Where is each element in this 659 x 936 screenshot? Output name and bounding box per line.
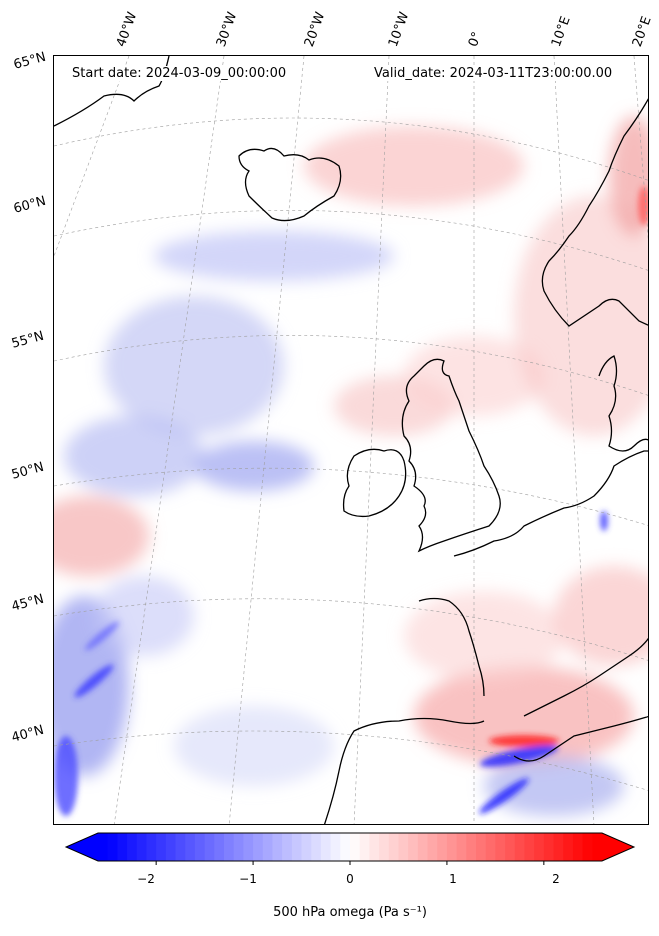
colorbar-bin (369, 833, 380, 861)
colorbar-caption: 500 hPa omega (Pa s⁻¹) (273, 905, 427, 920)
britain-coast (401, 358, 501, 553)
colorbar-bin (359, 833, 370, 861)
lon-label-20e: 20°E (629, 14, 655, 50)
colorbar-bin (340, 833, 351, 861)
lon-label-20w: 20°W (301, 10, 329, 49)
colorbar-bin (146, 833, 157, 861)
colorbar-tick-label-1: 1 (449, 872, 457, 886)
lon-label-40w: 40°W (113, 10, 141, 49)
colorbar-bin (107, 833, 118, 861)
colorbar-bin (136, 833, 147, 861)
iberia-coast (323, 717, 485, 824)
colorbar-bin (301, 833, 312, 861)
lat-label-40: 40°N (10, 722, 46, 746)
italy-coast (523, 637, 648, 717)
colorbar-tick-label-neg1: −1 (239, 872, 257, 886)
omega-field-map (54, 56, 648, 824)
denmark-coast (598, 355, 648, 452)
colorbar-bin (194, 833, 206, 861)
colorbar-bin (291, 833, 303, 861)
colorbar-bin (543, 833, 555, 861)
colorbar-bin (156, 833, 167, 861)
colorbar-ticks (155, 861, 545, 865)
colorbar-bin (553, 833, 564, 861)
colorbar-bin (127, 833, 138, 861)
colorbar-bin (466, 833, 477, 861)
map-panel (53, 55, 649, 825)
iceland-coast (238, 147, 342, 222)
colorbar-bin (417, 833, 429, 861)
lat-label-60: 60°N (12, 193, 48, 217)
norway-coast (541, 98, 648, 327)
colorbar-bin (456, 833, 467, 861)
colorbar-bin (98, 833, 109, 861)
colorbar-bin (534, 833, 545, 861)
colorbar-bin (282, 833, 293, 861)
colorbar-bin (582, 833, 593, 861)
colorbar-bin (117, 833, 128, 861)
colorbar-bin (330, 833, 341, 861)
colorbar-bin (185, 833, 196, 861)
colorbar-bin (243, 833, 254, 861)
omega-shading (54, 116, 648, 816)
start-date-label: Start date: 2024-03-09_00:00:00 (70, 66, 289, 81)
colorbar-bin (233, 833, 244, 861)
colorbar-bin (563, 833, 574, 861)
colorbar-bin (408, 833, 419, 861)
colorbar-bin (427, 833, 438, 861)
colorbar-bin (524, 833, 535, 861)
colorbar-bin (320, 833, 332, 861)
colorbar-tick-label-neg2: −2 (137, 872, 155, 886)
colorbar-bins (66, 833, 634, 861)
lat-label-55: 55°N (10, 328, 46, 352)
colorbar-bin (476, 833, 487, 861)
lat-label-45: 45°N (10, 591, 46, 615)
valid-date-label: Valid_date: 2024-03-11T23:00:00.00 (372, 66, 615, 81)
omega-shading-strong (54, 186, 648, 816)
lon-label-10w: 10°W (385, 10, 413, 49)
colorbar-bin (175, 833, 186, 861)
colorbar-bin (495, 833, 506, 861)
lat-label-50: 50°N (10, 459, 46, 483)
colorbar-bin (514, 833, 525, 861)
colorbar-bin (204, 833, 215, 861)
colorbar-bin (262, 833, 273, 861)
colorbar-bin (388, 833, 399, 861)
mediterranean-coast (513, 715, 648, 762)
colorbar-bin (505, 833, 516, 861)
colorbar-bin (485, 833, 496, 861)
colorbar-bin (224, 833, 235, 861)
colorbar-bin (398, 833, 409, 861)
colorbar-bin (272, 833, 283, 861)
colorbar-tick-label-2: 2 (552, 872, 560, 886)
colorbar-bin (437, 833, 448, 861)
lon-label-10e: 10°E (548, 14, 574, 50)
colorbar-bin (572, 833, 584, 861)
colorbar-bin (379, 833, 390, 861)
ireland-coast (342, 448, 407, 518)
colorbar-bin (165, 833, 177, 861)
colorbar-bin (253, 833, 264, 861)
lat-label-65: 65°N (12, 49, 48, 73)
continent-coast (453, 450, 648, 557)
colorbar-bin (350, 833, 361, 861)
france-coast (418, 597, 485, 697)
colorbar (64, 832, 636, 865)
colorbar-outline (64, 832, 636, 862)
lon-label-30w: 30°W (213, 10, 241, 49)
colorbar-extend-min (66, 833, 98, 861)
lon-label-0: 0° (465, 29, 486, 49)
colorbar-extend-max (602, 833, 634, 861)
colorbar-bin (214, 833, 225, 861)
colorbar-bin (446, 833, 458, 861)
coastlines (54, 56, 648, 824)
colorbar-tick-label-0: 0 (346, 872, 354, 886)
colorbar-bin (311, 833, 322, 861)
colorbar-bin (592, 833, 603, 861)
